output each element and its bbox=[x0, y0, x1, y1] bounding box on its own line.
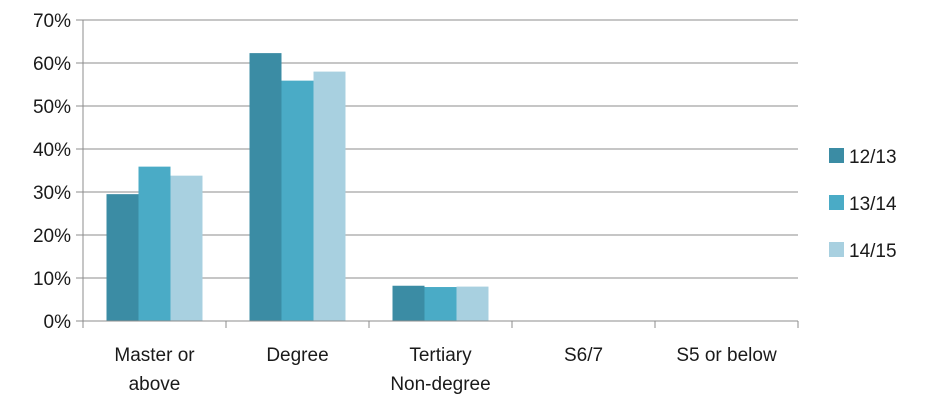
legend-label: 12/13 bbox=[849, 147, 897, 168]
y-tick-label: 30% bbox=[33, 183, 71, 204]
y-tick-label: 70% bbox=[33, 11, 71, 32]
legend-label: 14/15 bbox=[849, 241, 897, 262]
y-tick-label: 20% bbox=[33, 226, 71, 247]
bar-12-13-0 bbox=[106, 194, 139, 321]
bar-14-15-2 bbox=[456, 286, 489, 321]
bar-12-13-1 bbox=[249, 53, 282, 322]
legend-swatch bbox=[829, 242, 844, 257]
legend-swatch bbox=[829, 195, 844, 210]
bar-13-14-0 bbox=[138, 166, 171, 321]
x-category-label: S5 or below bbox=[676, 345, 777, 366]
x-category-label: Master or above bbox=[114, 345, 195, 395]
x-axis-category-labels: Master or above Degree Tertiary Non-degree S6… bbox=[114, 345, 777, 395]
legend-label: 13/14 bbox=[849, 194, 897, 215]
y-tick-label: 10% bbox=[33, 269, 71, 290]
y-tick-label: 40% bbox=[33, 140, 71, 161]
x-axis bbox=[82, 20, 799, 328]
x-category-label: S6/7 bbox=[564, 345, 603, 366]
bars bbox=[106, 53, 489, 322]
bar-14-15-1 bbox=[313, 71, 346, 321]
y-axis-tick-labels: 0% 10% 20% 30% 40% 50% 60% 70% bbox=[33, 11, 71, 333]
y-tick-label: 50% bbox=[33, 97, 71, 118]
x-category-label: Tertiary Non-degree bbox=[390, 345, 490, 395]
bar-13-14-1 bbox=[281, 80, 314, 321]
legend-swatch bbox=[829, 148, 844, 163]
x-category-label: Degree bbox=[266, 345, 328, 366]
y-tick-label: 0% bbox=[44, 312, 72, 333]
legend: 12/13 13/14 14/15 bbox=[829, 147, 897, 262]
bar-12-13-2 bbox=[392, 285, 425, 321]
bar-13-14-2 bbox=[424, 287, 457, 321]
y-tick-label: 60% bbox=[33, 54, 71, 75]
bar-14-15-0 bbox=[170, 175, 203, 321]
